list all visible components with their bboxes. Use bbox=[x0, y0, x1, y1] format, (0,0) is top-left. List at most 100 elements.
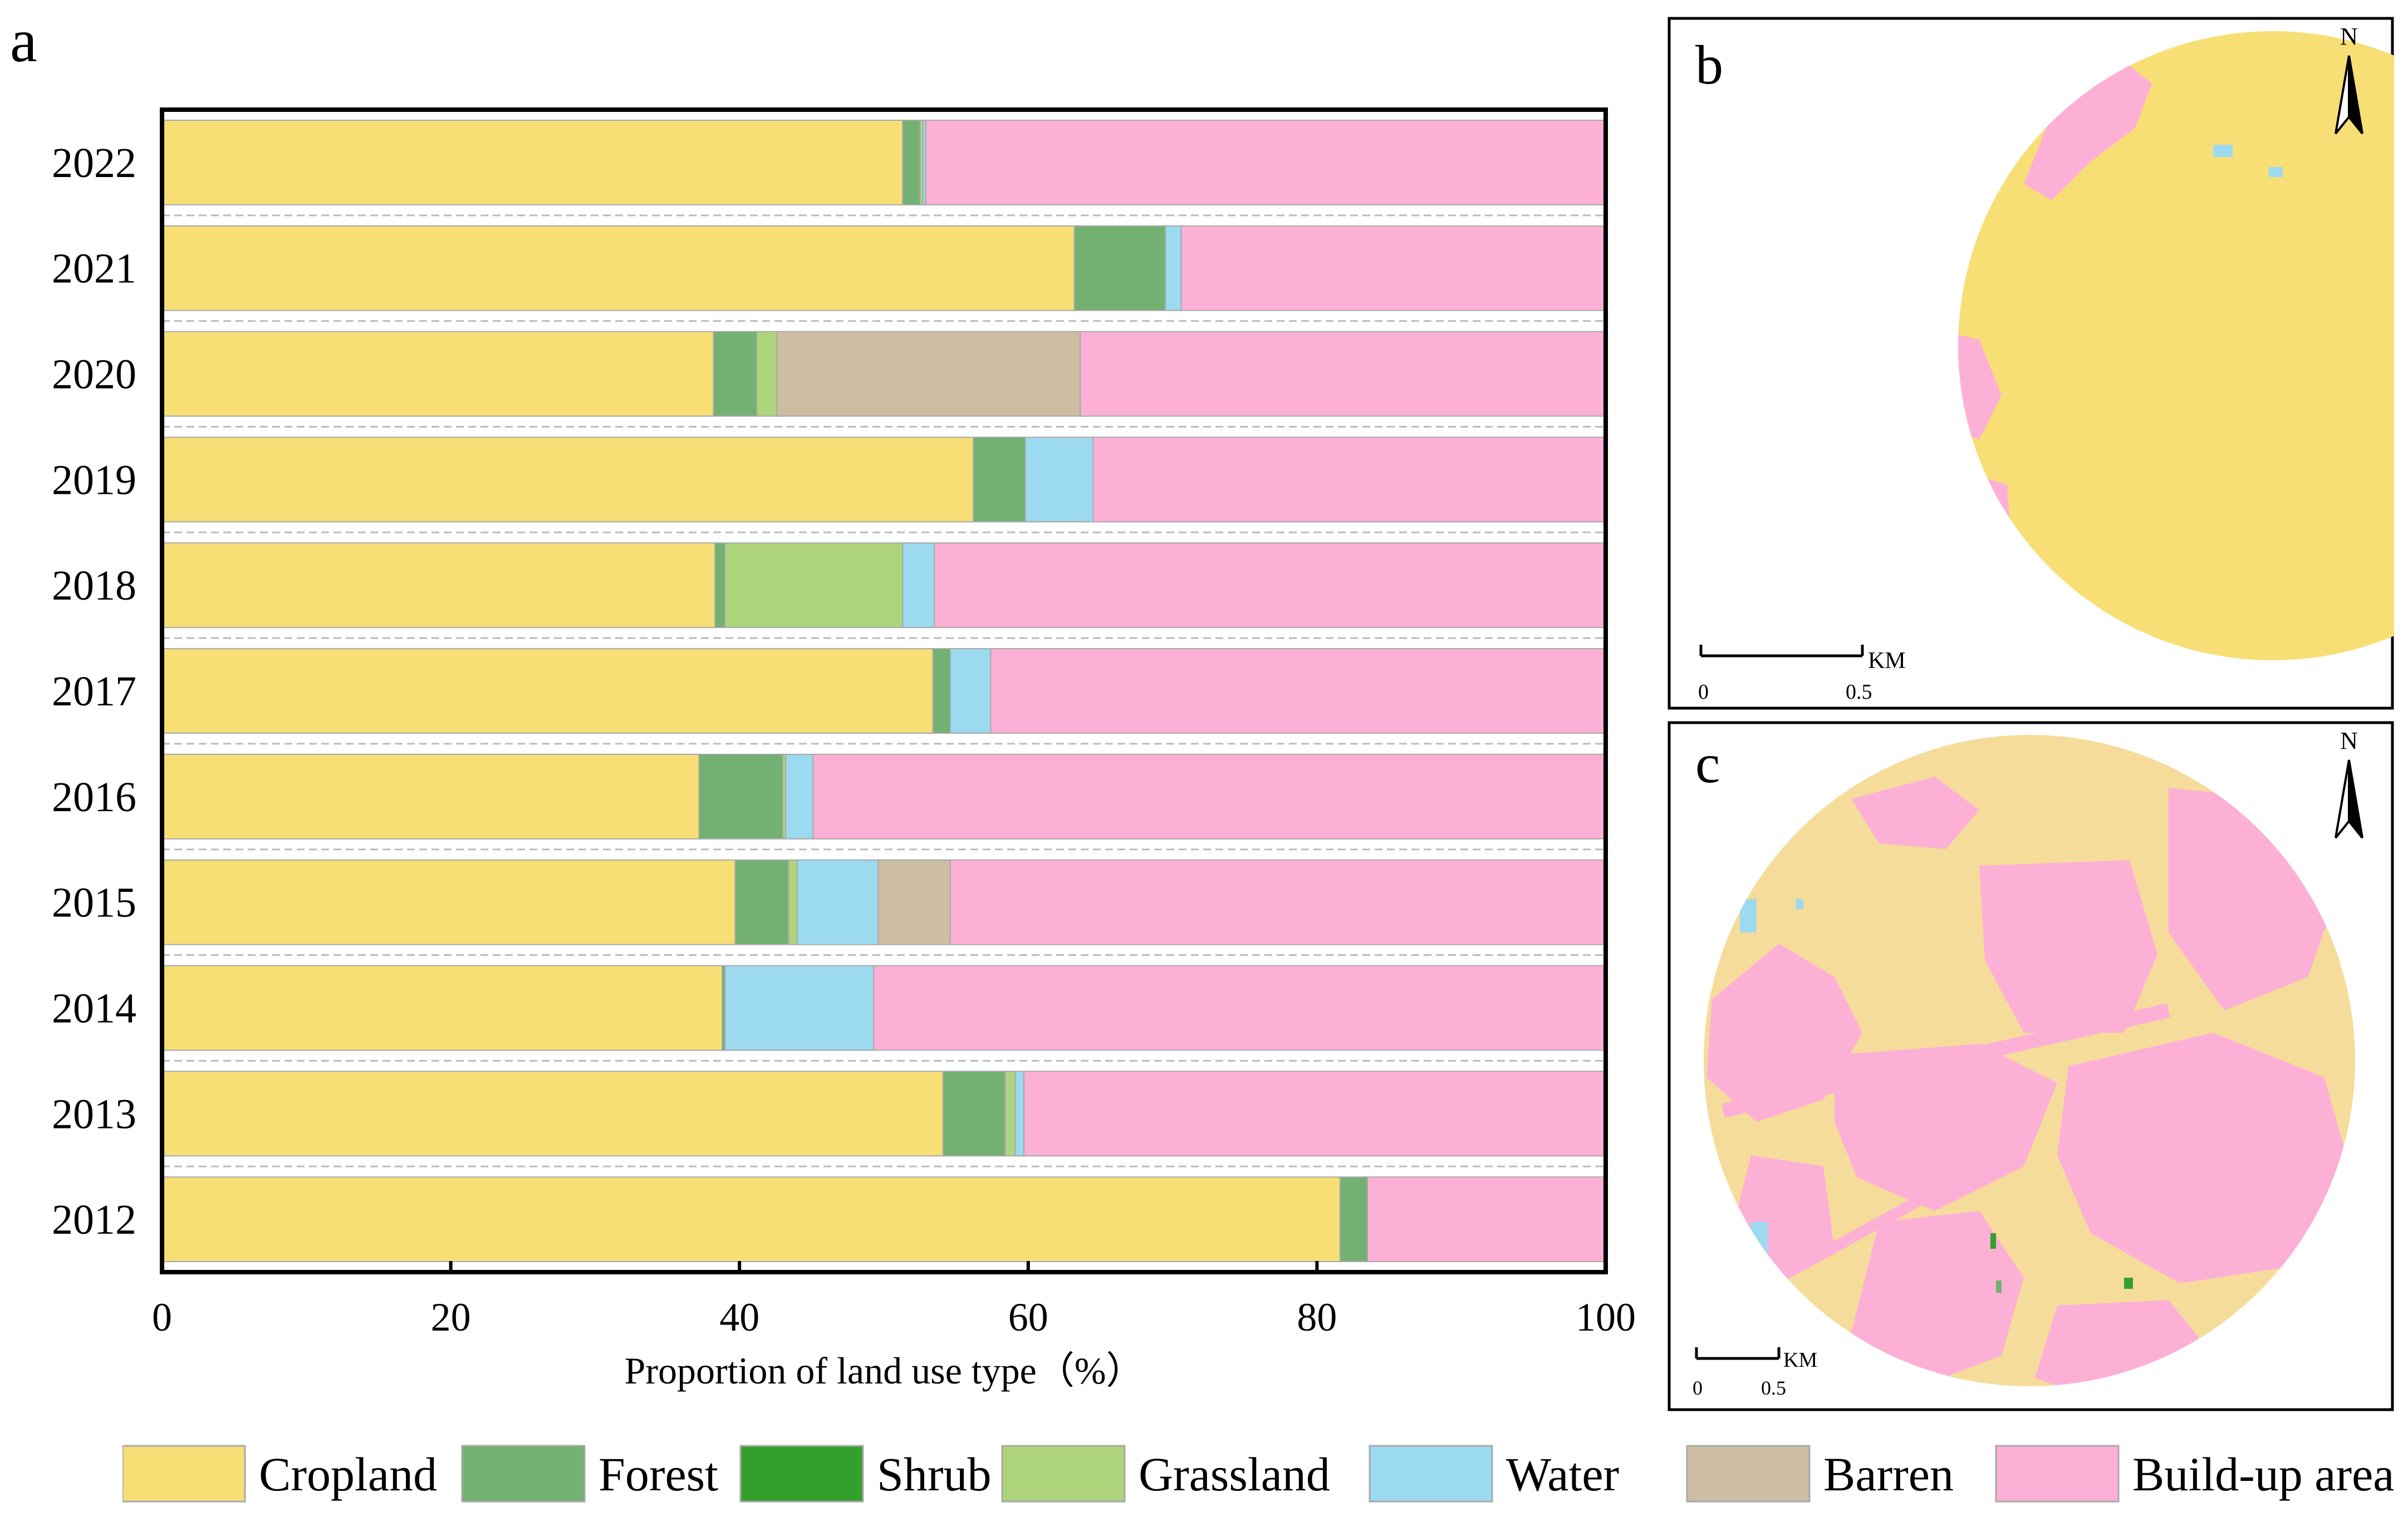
bar-build-up-area-2022 bbox=[925, 119, 1606, 205]
legend-label: Shrub bbox=[877, 1448, 991, 1501]
legend-label: Build-up area bbox=[2132, 1448, 2394, 1501]
bar-forest-2018 bbox=[714, 542, 726, 629]
bar-build-up-area-2019 bbox=[1092, 436, 1606, 523]
bar-forest-2017 bbox=[932, 648, 951, 734]
map-c-north-label: N bbox=[2340, 727, 2358, 754]
plot-frame bbox=[160, 107, 1608, 1274]
y-tick-label-2019: 2019 bbox=[52, 457, 136, 503]
map-b-north-label: N bbox=[2340, 23, 2358, 50]
bar-build-up-area-2021 bbox=[1180, 225, 1606, 311]
bar-water-2013 bbox=[1014, 1071, 1025, 1157]
y-tick-label-2014: 2014 bbox=[52, 985, 136, 1032]
land-use-chart: a 20222021202020192018201720162015201420… bbox=[10, 7, 1636, 1392]
bar-grassland-2020 bbox=[756, 331, 778, 417]
x-tick-label-80: 80 bbox=[1297, 1295, 1337, 1340]
map-panel-b: b N KM 0 0.5 bbox=[1668, 17, 2394, 710]
x-tick-label-20: 20 bbox=[431, 1295, 471, 1340]
y-tick-label-2017: 2017 bbox=[52, 668, 136, 715]
y-tick-label-2022: 2022 bbox=[52, 140, 136, 187]
legend-item-shrub: Shrub bbox=[739, 1445, 991, 1503]
bar-build-up-area-2015 bbox=[949, 859, 1606, 945]
legend-item-cropland: Cropland bbox=[122, 1445, 437, 1503]
legend-swatch bbox=[122, 1445, 246, 1503]
map-c-scale-start: 0 bbox=[1693, 1377, 1703, 1399]
map-b-scale-bar: KM 0 0.5 bbox=[1698, 645, 1906, 704]
y-tick-label-2012: 2012 bbox=[52, 1196, 136, 1243]
bar-grassland-2018 bbox=[724, 542, 904, 629]
legend-label: Cropland bbox=[259, 1448, 437, 1501]
panel-label-b: b bbox=[1695, 34, 1723, 96]
legend-label: Forest bbox=[599, 1448, 718, 1501]
legend-swatch bbox=[1995, 1445, 2120, 1503]
bar-forest-2015 bbox=[734, 859, 789, 945]
legend-label: Grassland bbox=[1139, 1448, 1330, 1501]
y-tick-label-2021: 2021 bbox=[52, 246, 136, 292]
map-b-scale-start: 0 bbox=[1698, 680, 1709, 704]
bar-forest-2020 bbox=[713, 331, 758, 417]
bar-water-2014 bbox=[724, 965, 875, 1051]
y-tick-label-2018: 2018 bbox=[52, 562, 136, 609]
bar-water-2021 bbox=[1165, 225, 1182, 311]
bar-build-up-area-2018 bbox=[934, 542, 1606, 629]
bar-cropland-2015 bbox=[161, 859, 736, 945]
bar-water-2019 bbox=[1024, 436, 1094, 523]
bar-cropland-2016 bbox=[161, 753, 700, 840]
panel-label-c: c bbox=[1695, 733, 1720, 794]
bar-forest-2012 bbox=[1339, 1176, 1369, 1263]
y-axis-ticks: 2022 2021 2020 2019 2018 2017 2016 2015 2014 2013… bbox=[52, 140, 136, 1243]
bar-forest-2021 bbox=[1073, 225, 1166, 311]
legend-swatch bbox=[461, 1445, 586, 1503]
bar-barren-2015 bbox=[877, 859, 951, 945]
y-tick-label-2013: 2013 bbox=[52, 1091, 136, 1137]
bar-water-2016 bbox=[785, 753, 814, 840]
bar-grassland-2013 bbox=[1004, 1071, 1016, 1157]
legend-label: Water bbox=[1506, 1448, 1619, 1501]
bar-forest-2016 bbox=[698, 753, 783, 840]
legend-swatch bbox=[1686, 1445, 1811, 1503]
x-tick-label-100: 100 bbox=[1576, 1295, 1636, 1340]
x-tick-label-60: 60 bbox=[1008, 1295, 1048, 1340]
bar-build-up-area-2017 bbox=[990, 648, 1606, 734]
y-tick-label-2016: 2016 bbox=[52, 774, 136, 821]
bar-cropland-2014 bbox=[161, 965, 723, 1051]
bars-layer bbox=[161, 119, 1607, 1263]
legend-item-grassland: Grassland bbox=[1001, 1445, 1330, 1503]
legend-label: Barren bbox=[1823, 1448, 1954, 1501]
bar-cropland-2020 bbox=[161, 331, 714, 417]
bar-barren-2020 bbox=[776, 331, 1081, 417]
chart-legend: Cropland Forest Shrub Grassland Water Barren B… bbox=[122, 1445, 2394, 1503]
bar-cropland-2017 bbox=[161, 648, 934, 734]
legend-item-barren: Barren bbox=[1686, 1445, 1954, 1503]
x-tick-label-40: 40 bbox=[719, 1295, 759, 1340]
legend-swatch bbox=[739, 1445, 864, 1503]
bar-forest-2019 bbox=[973, 436, 1026, 523]
legend-swatch bbox=[1001, 1445, 1126, 1503]
map-c-image bbox=[1704, 735, 2355, 1386]
map-b-north-arrow-icon bbox=[2335, 55, 2363, 135]
bar-cropland-2022 bbox=[161, 119, 904, 205]
bar-build-up-area-2014 bbox=[873, 965, 1606, 1051]
map-c-north-arrow-icon bbox=[2335, 759, 2363, 839]
map-b-scale-end: 0.5 bbox=[1846, 680, 1872, 704]
bar-water-2018 bbox=[902, 542, 935, 629]
y-tick-label-2015: 2015 bbox=[52, 880, 136, 926]
bar-cropland-2019 bbox=[161, 436, 974, 523]
bar-build-up-area-2012 bbox=[1367, 1176, 1607, 1263]
bar-water-2015 bbox=[796, 859, 879, 945]
bar-build-up-area-2016 bbox=[812, 753, 1606, 840]
map-b-scale-unit: KM bbox=[1868, 648, 1906, 674]
bar-forest-2022 bbox=[902, 119, 921, 205]
y-tick-label-2020: 2020 bbox=[52, 351, 136, 398]
bar-grassland-2015 bbox=[788, 859, 798, 945]
legend-item-build-up-area: Build-up area bbox=[1995, 1445, 2394, 1503]
legend-item-water: Water bbox=[1369, 1445, 1619, 1503]
x-tick-label-0: 0 bbox=[152, 1295, 172, 1340]
panel-label-a: a bbox=[10, 7, 37, 75]
bar-build-up-area-2020 bbox=[1080, 331, 1606, 417]
map-c-scale-bar: KM 0 0.5 bbox=[1693, 1347, 1817, 1399]
map-c-scale-end: 0.5 bbox=[1761, 1377, 1786, 1399]
legend-swatch bbox=[1369, 1445, 1493, 1503]
map-panel-c: c N KM 0 0.5 bbox=[1668, 721, 2394, 1411]
bar-cropland-2012 bbox=[161, 1176, 1341, 1263]
legend-item-forest: Forest bbox=[461, 1445, 718, 1503]
